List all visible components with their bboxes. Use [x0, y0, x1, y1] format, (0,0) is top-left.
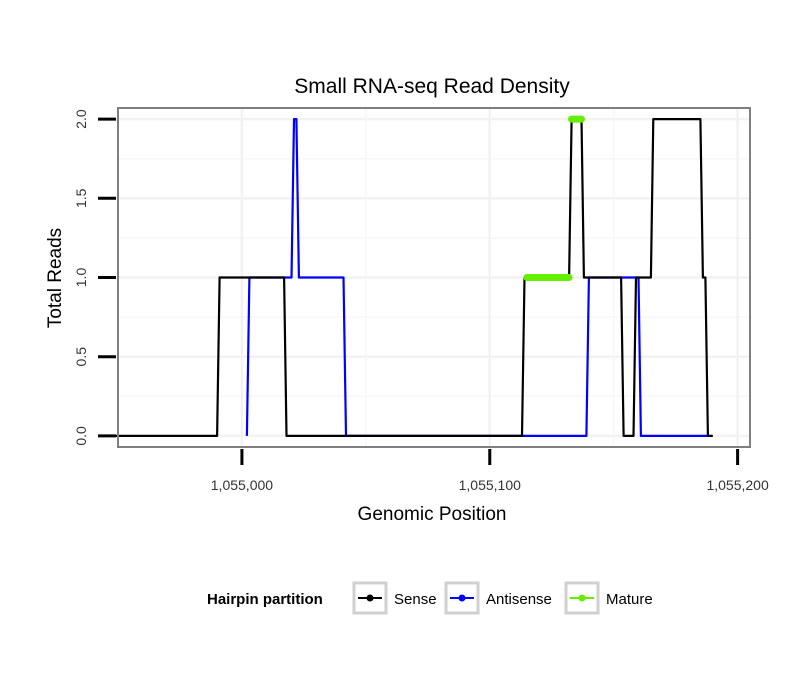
- y-tick-label: 1.0: [73, 268, 89, 288]
- legend-label-antisense: Antisense: [486, 591, 552, 608]
- legend-title: Hairpin partition: [207, 591, 323, 608]
- legend: Hairpin partition Sense Antisense Mature: [207, 581, 653, 615]
- plot-border: [117, 107, 751, 448]
- x-axis-title: Genomic Position: [358, 504, 507, 525]
- legend-label-sense: Sense: [394, 591, 437, 608]
- series-lines: [100, 115, 713, 437]
- legend-key-point: [366, 594, 374, 602]
- x-axis: 1,055,000 1,055,100 1,055,200: [211, 449, 769, 493]
- y-tick-label: 0.5: [73, 347, 89, 367]
- x-tick-label: 1,055,200: [706, 477, 768, 493]
- legend-label-mature: Mature: [606, 591, 653, 608]
- y-tick-label: 1.5: [73, 188, 89, 208]
- y-axis: 0.0 0.5 1.0 1.5 2.0: [73, 109, 116, 446]
- series-line-sense: [100, 117, 713, 437]
- grid: [118, 108, 750, 447]
- legend-key-point: [458, 594, 466, 602]
- x-tick-label: 1,055,000: [211, 477, 273, 493]
- y-tick-label: 2.0: [73, 109, 89, 129]
- chart-title: Small RNA-seq Read Density: [294, 75, 570, 98]
- legend-key-point: [578, 594, 586, 602]
- y-axis-title: Total Reads: [45, 228, 66, 328]
- y-tick-label: 0.0: [73, 426, 89, 446]
- x-tick-label: 1,055,100: [459, 477, 521, 493]
